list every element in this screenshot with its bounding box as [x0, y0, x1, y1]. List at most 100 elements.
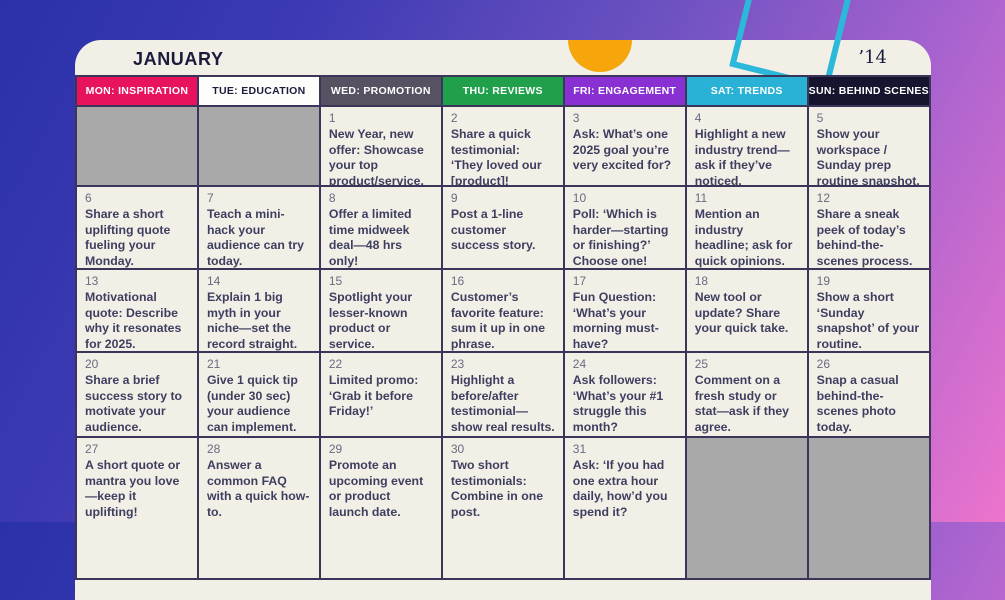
cell-text: Motivational quote: Describe why it reso…: [85, 289, 182, 351]
cell-date: 20: [85, 357, 99, 371]
cell-date: 26: [816, 357, 831, 371]
cell-text: Explain 1 big myth in your niche—set the…: [206, 289, 298, 351]
calendar-cell: 22 Limited promo: ‘Grab it before Friday…: [320, 353, 441, 436]
cell-date: 3: [572, 111, 580, 125]
calendar-cell: 8 Offer a limited time midweek deal—48 h…: [320, 187, 441, 268]
calendar-cell: 27 A short quote or mantra you love—keep…: [77, 438, 197, 578]
column-header-tue: TUE: EDUCATION: [198, 77, 319, 105]
calendar-cell-empty: [808, 438, 929, 578]
yellow-half-circle-decoration: [568, 40, 632, 72]
cell-text: Poll: ‘Which is harder—starting or finis…: [572, 206, 669, 268]
cell-text: Comment on a fresh study or stat—ask if …: [694, 372, 790, 434]
calendar-cell: 4 Highlight a new industry trend—ask if …: [686, 107, 807, 185]
cell-date: 25: [694, 357, 709, 371]
cell-date: 8: [328, 191, 336, 205]
cell-date: 14: [206, 274, 221, 288]
cell-text: Share a sneak peek of today’s behind-the…: [816, 206, 913, 268]
cell-text: Share a brief success story to motivate …: [85, 372, 183, 434]
cell-date: 31: [572, 442, 587, 456]
calendar-cell: 15 Spotlight your lesser-known product o…: [320, 270, 441, 351]
cell-text: Offer a limited time midweek deal—48 hrs…: [328, 206, 412, 268]
calendar-cell: 20 Share a brief success story to motiva…: [77, 353, 197, 436]
calendar-cell: 1 New Year, new offer: Showcase your top…: [320, 107, 441, 185]
calendar-cell: 2 Share a quick testimonial: ‘They loved…: [442, 107, 563, 185]
calendar-cell: 7 Teach a mini-hack your audience can tr…: [198, 187, 319, 268]
cell-date: 2: [450, 111, 458, 125]
calendar-cell: 23 Highlight a before/after testimonial—…: [442, 353, 563, 436]
cell-text: Show your workspace / Sunday prep routin…: [816, 126, 920, 185]
cell-date: 6: [85, 191, 92, 205]
calendar-cell: 13 Motivational quote: Describe why it r…: [77, 270, 197, 351]
cell-date: 21: [206, 357, 221, 371]
cell-date: 22: [328, 357, 343, 371]
calendar-cell: 29 Promote an upcoming event or product …: [320, 438, 441, 578]
calendar-cell: 17 Fun Question: ‘What’s your morning mu…: [564, 270, 685, 351]
calendar-cell: 21 Give 1 quick tip (under 30 sec) your …: [198, 353, 319, 436]
calendar-cell: 28 Answer a common FAQ with a quick how-…: [198, 438, 319, 578]
column-header-sun: SUN: BEHIND SCENES: [808, 77, 929, 105]
cell-text: Give 1 quick tip (under 30 sec) your aud…: [206, 372, 298, 434]
cell-date: 13: [85, 274, 99, 288]
cell-text: Ask followers: ‘What’s your #1 struggle …: [572, 372, 664, 434]
calendar-cell: 11 Mention an industry headline; ask for…: [686, 187, 807, 268]
cell-date: 18: [694, 274, 709, 288]
cell-date: 5: [816, 111, 824, 125]
month-title: JANUARY: [133, 49, 224, 69]
calendar-cell: 6 Share a short uplifting quote fueling …: [77, 187, 197, 268]
cell-text: Ask: ‘If you had one extra hour daily, h…: [572, 457, 668, 519]
cell-text: Fun Question: ‘What’s your morning must-…: [572, 289, 659, 351]
column-header-mon: MON: INSPIRATION: [77, 77, 197, 105]
calendar-cell: 25 Comment on a fresh study or stat—ask …: [686, 353, 807, 436]
cell-text: Post a 1-line customer success story.: [450, 206, 536, 253]
calendar-cell: 10 Poll: ‘Which is harder—starting or fi…: [564, 187, 685, 268]
cell-text: Customer’s favorite feature: sum it up i…: [450, 289, 546, 351]
year-mark: ’14: [858, 47, 887, 68]
cell-text: Spotlight your lesser-known product or s…: [328, 289, 413, 351]
calendar-cell: 12 Share a sneak peek of today’s behind-…: [808, 187, 929, 268]
cell-date: 19: [816, 274, 831, 288]
cell-date: 1: [328, 111, 336, 125]
calendar-cell: 14 Explain 1 big myth in your niche—set …: [198, 270, 319, 351]
cell-text: Answer a common FAQ with a quick how-to.: [206, 457, 310, 519]
cell-date: 30: [450, 442, 465, 456]
calendar-cell-empty: [198, 107, 319, 185]
calendar-cell: 9 Post a 1-line customer success story.: [442, 187, 563, 268]
cell-text: Highlight a new industry trend—ask if th…: [694, 126, 790, 185]
cell-date: 27: [85, 442, 99, 456]
cell-date: 4: [694, 111, 702, 125]
column-header-thu: THU: REVIEWS: [442, 77, 563, 105]
cell-text: Highlight a before/after testimonial—sho…: [450, 372, 555, 434]
cell-text: New tool or update? Share your quick tak…: [694, 289, 789, 336]
calendar-cell: 26 Snap a casual behind-the-scenes photo…: [808, 353, 929, 436]
cell-date: 12: [816, 191, 831, 205]
column-header-sat: SAT: TRENDS: [686, 77, 807, 105]
cell-text: Mention an industry headline; ask for qu…: [694, 206, 793, 268]
cell-date: 23: [450, 357, 465, 371]
cell-date: 16: [450, 274, 465, 288]
calendar-cell: 19 Show a short ‘Sunday snapshot’ of you…: [808, 270, 929, 351]
calendar-cell: 5 Show your workspace / Sunday prep rout…: [808, 107, 929, 185]
cell-text: Ask: What’s one 2025 goal you’re very ex…: [572, 126, 672, 173]
column-header-wed: WED: PROMOTION: [320, 77, 441, 105]
calendar-cell: 30 Two short testimonials: Combine in on…: [442, 438, 563, 578]
cell-text: Promote an upcoming event or product lau…: [328, 457, 424, 519]
cell-text: Limited promo: ‘Grab it before Friday!’: [328, 372, 419, 419]
cell-text: Share a quick testimonial: ‘They loved o…: [450, 126, 542, 185]
calendar-cell: 31 Ask: ‘If you had one extra hour daily…: [564, 438, 685, 578]
cell-text: Two short testimonials: Combine in one p…: [450, 457, 544, 519]
cell-text: Teach a mini-hack your audience can try …: [206, 206, 304, 268]
calendar-cell-empty: [77, 107, 197, 185]
calendar-cell: 3 Ask: What’s one 2025 goal you’re very …: [564, 107, 685, 185]
cell-date: 17: [572, 274, 587, 288]
cell-date: 11: [694, 191, 708, 205]
cell-date: 9: [450, 191, 458, 205]
calendar-grid: MON: INSPIRATION TUE: EDUCATION WED: PRO…: [75, 75, 931, 580]
cell-text: Share a short uplifting quote fueling yo…: [85, 206, 171, 268]
calendar-cell: 18 New tool or update? Share your quick …: [686, 270, 807, 351]
cell-date: 29: [328, 442, 343, 456]
calendar-card: JANUARY ’14 MON: INSPIRATION TUE: EDUCAT…: [75, 0, 931, 600]
cell-date: 28: [206, 442, 221, 456]
cell-date: 7: [206, 191, 214, 205]
column-header-fri: FRI: ENGAGEMENT: [564, 77, 685, 105]
calendar-cell: 16 Customer’s favorite feature: sum it u…: [442, 270, 563, 351]
